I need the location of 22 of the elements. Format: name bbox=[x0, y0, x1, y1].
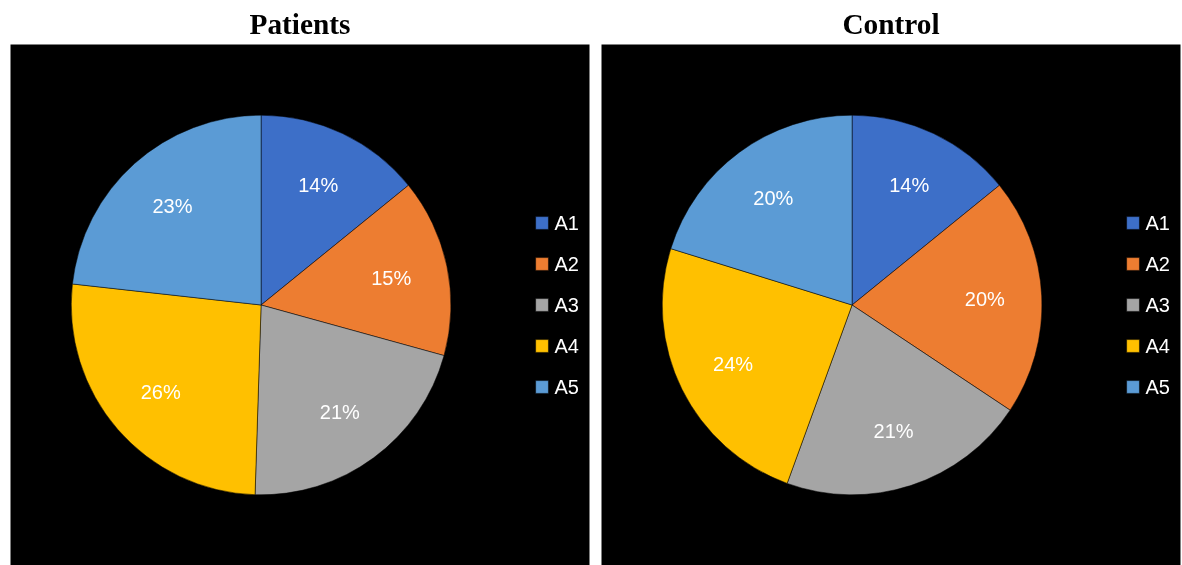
legend-label: A1 bbox=[554, 211, 579, 234]
chart-title: Patients bbox=[249, 7, 351, 40]
data-label: 20% bbox=[753, 186, 794, 209]
legend-label: A5 bbox=[1145, 375, 1170, 398]
data-label: 21% bbox=[873, 420, 914, 443]
legend-label: A5 bbox=[554, 375, 579, 398]
legend-label: A4 bbox=[554, 334, 579, 357]
legend-label: A1 bbox=[1145, 211, 1170, 234]
legend-label: A4 bbox=[1145, 334, 1170, 357]
legend-label: A2 bbox=[1145, 252, 1170, 275]
data-label: 15% bbox=[371, 266, 412, 289]
data-label: 24% bbox=[713, 353, 754, 376]
legend-label: A3 bbox=[1145, 293, 1170, 316]
data-label: 14% bbox=[889, 173, 930, 196]
data-label: 20% bbox=[964, 287, 1006, 310]
legend-label: A3 bbox=[554, 293, 579, 316]
chart-title: Control bbox=[842, 7, 940, 40]
data-label: 21% bbox=[319, 401, 361, 424]
legend-label: A2 bbox=[554, 252, 579, 275]
data-label: 23% bbox=[152, 194, 193, 217]
data-label: 14% bbox=[298, 173, 339, 196]
data-label: 26% bbox=[140, 381, 181, 404]
